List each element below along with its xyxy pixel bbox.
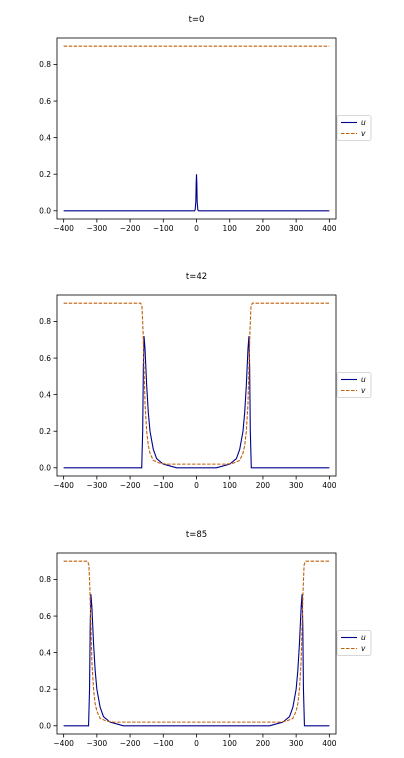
x-tick-label: 0 bbox=[194, 739, 199, 748]
y-tick-label: 0.2 bbox=[39, 685, 51, 694]
y-tick-label: 0.8 bbox=[39, 317, 51, 326]
axes-frame bbox=[56, 552, 337, 735]
x-tick-label: 400 bbox=[322, 739, 337, 748]
y-tick-label: 0.2 bbox=[39, 427, 51, 436]
x-tick-label: −400 bbox=[53, 224, 74, 233]
legend-box bbox=[336, 115, 372, 141]
x-tick-label: −100 bbox=[153, 224, 174, 233]
chart-panel-1: t=0 −400 −300 −200 −100 0 100 200 300 400 0.0 0.2 0.… bbox=[39, 15, 372, 233]
x-tick-label: 100 bbox=[223, 739, 238, 748]
y-tick-label: 0.4 bbox=[39, 133, 51, 142]
x-tick-label: 300 bbox=[289, 224, 304, 233]
y-tick-label: 0.4 bbox=[39, 390, 51, 399]
y-tick-label: 0.6 bbox=[39, 97, 51, 106]
legend: uv bbox=[336, 115, 372, 141]
x-tick-label: 400 bbox=[322, 224, 337, 233]
legend-label-u: u bbox=[361, 118, 366, 127]
x-tick-label: −200 bbox=[120, 481, 141, 490]
chart-title: t=42 bbox=[186, 272, 207, 282]
series-line-v bbox=[63, 302, 330, 465]
legend-label-v: v bbox=[361, 386, 366, 395]
x-tick-label: −400 bbox=[53, 739, 74, 748]
x-tick-label: 200 bbox=[256, 739, 271, 748]
legend-box bbox=[336, 630, 372, 656]
axes-frame bbox=[56, 294, 337, 477]
x-tick-label: −200 bbox=[120, 739, 141, 748]
legend-box bbox=[336, 372, 372, 398]
chart-panel-2: t=42 −400 −300 −200 −100 0 100 200 300 400 0.0 0.2 0… bbox=[39, 272, 372, 490]
series-line-u bbox=[63, 336, 330, 469]
y-tick-label: 0.0 bbox=[39, 721, 51, 730]
x-tick-label: 100 bbox=[223, 224, 238, 233]
legend-label-v: v bbox=[361, 644, 366, 653]
legend: uv bbox=[336, 630, 372, 656]
y-tick-label: 0.4 bbox=[39, 648, 51, 657]
x-tick-label: −200 bbox=[120, 224, 141, 233]
legend: uv bbox=[336, 372, 372, 398]
legend-label-v: v bbox=[361, 129, 366, 138]
chart-panel-3: t=85 −400 −300 −200 −100 0 100 200 300 400 0.0 0.2 0… bbox=[39, 530, 372, 748]
x-tick-label: 300 bbox=[289, 739, 304, 748]
x-tick-label: −300 bbox=[87, 224, 108, 233]
y-tick-label: 0.2 bbox=[39, 170, 51, 179]
series-line-u bbox=[63, 594, 330, 727]
legend-label-u: u bbox=[361, 375, 366, 384]
x-tick-label: 200 bbox=[256, 481, 271, 490]
x-tick-label: 0 bbox=[194, 481, 199, 490]
x-tick-label: 0 bbox=[194, 224, 199, 233]
x-tick-label: −300 bbox=[87, 739, 108, 748]
y-tick-label: 0.0 bbox=[39, 463, 51, 472]
y-tick-label: 0.0 bbox=[39, 206, 51, 215]
series-line-v bbox=[63, 560, 330, 723]
chart-title: t=0 bbox=[189, 15, 205, 25]
chart-title: t=85 bbox=[186, 530, 207, 540]
x-tick-label: −100 bbox=[153, 481, 174, 490]
x-tick-label: 300 bbox=[289, 481, 304, 490]
x-tick-label: −400 bbox=[53, 481, 74, 490]
y-tick-label: 0.8 bbox=[39, 575, 51, 584]
x-tick-label: 100 bbox=[223, 481, 238, 490]
legend-label-u: u bbox=[361, 633, 366, 642]
x-tick-label: 200 bbox=[256, 224, 271, 233]
x-tick-label: 400 bbox=[322, 481, 337, 490]
series-line-u bbox=[63, 174, 330, 212]
x-tick-label: −300 bbox=[87, 481, 108, 490]
y-tick-label: 0.8 bbox=[39, 60, 51, 69]
y-tick-label: 0.6 bbox=[39, 354, 51, 363]
x-tick-label: −100 bbox=[153, 739, 174, 748]
y-tick-label: 0.6 bbox=[39, 612, 51, 621]
